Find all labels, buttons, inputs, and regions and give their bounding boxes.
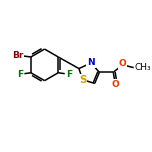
Text: Br: Br <box>12 51 24 60</box>
Text: F: F <box>17 70 23 79</box>
Text: F: F <box>66 70 73 79</box>
Text: O: O <box>119 59 126 68</box>
Text: N: N <box>87 59 95 67</box>
Text: CH₃: CH₃ <box>135 63 151 72</box>
Text: O: O <box>111 80 119 89</box>
Text: S: S <box>79 75 86 85</box>
